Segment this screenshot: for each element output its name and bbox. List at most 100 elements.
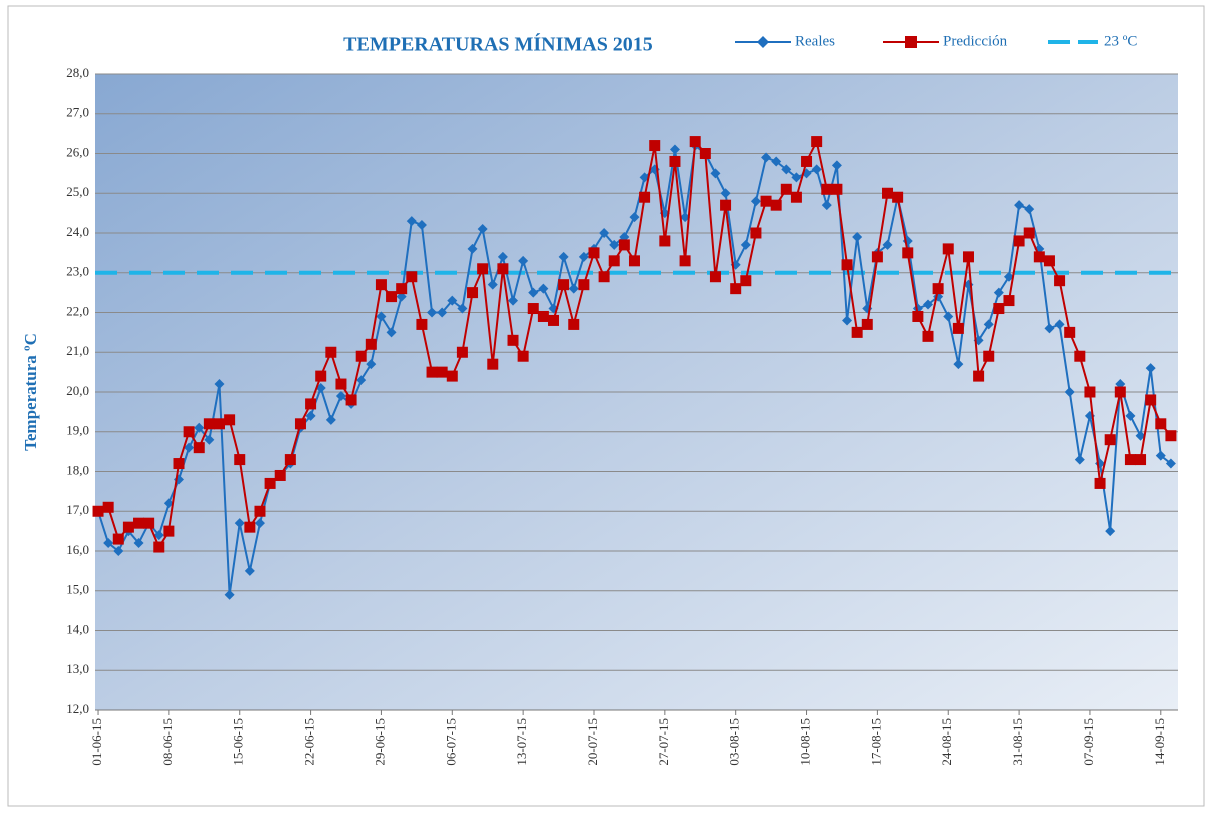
data-point xyxy=(214,379,225,390)
data-point xyxy=(821,200,832,211)
data-point xyxy=(780,183,792,195)
data-point xyxy=(528,287,539,298)
data-point xyxy=(518,255,529,266)
data-point xyxy=(750,227,762,239)
data-point xyxy=(153,541,165,553)
x-tick-label: 22-06-15 xyxy=(302,718,317,766)
data-point xyxy=(184,442,195,453)
data-point xyxy=(750,196,761,207)
data-point xyxy=(1145,363,1156,374)
y-tick-label: 26,0 xyxy=(66,144,89,159)
data-point xyxy=(386,327,397,338)
data-point xyxy=(861,318,873,330)
data-point xyxy=(932,283,944,295)
data-point xyxy=(871,251,883,263)
data-point xyxy=(618,239,630,251)
data-point xyxy=(193,442,205,454)
data-point xyxy=(588,247,600,259)
data-point xyxy=(1125,410,1136,421)
data-point xyxy=(852,231,863,242)
y-tick-label: 12,0 xyxy=(66,701,89,716)
data-point xyxy=(375,279,387,291)
data-point xyxy=(770,199,782,211)
y-tick-label: 17,0 xyxy=(66,502,89,517)
data-point xyxy=(203,418,215,430)
data-point xyxy=(416,220,427,231)
y-tick-label: 13,0 xyxy=(66,661,89,676)
data-point xyxy=(467,243,478,254)
data-point xyxy=(356,375,367,386)
data-point xyxy=(133,538,144,549)
data-point xyxy=(406,216,417,227)
data-point xyxy=(1024,204,1035,215)
x-tick-label: 07-09-15 xyxy=(1081,718,1096,766)
data-point xyxy=(1084,386,1096,398)
data-point xyxy=(821,183,833,195)
data-point xyxy=(376,311,387,322)
data-point xyxy=(608,255,620,267)
data-point xyxy=(1145,394,1157,406)
data-point xyxy=(163,525,175,537)
data-point xyxy=(487,279,498,290)
data-point xyxy=(1003,295,1015,307)
data-point xyxy=(922,299,933,310)
data-point xyxy=(284,454,296,466)
data-point xyxy=(558,251,569,262)
data-point xyxy=(305,410,316,421)
data-point xyxy=(720,188,731,199)
data-point xyxy=(386,291,398,303)
data-point xyxy=(983,319,994,330)
data-point xyxy=(842,315,853,326)
data-point xyxy=(173,458,185,470)
x-tick-label: 14-09-15 xyxy=(1152,718,1167,766)
data-point xyxy=(294,418,306,430)
data-point xyxy=(1013,235,1025,247)
legend-label: 23 ºC xyxy=(1104,33,1137,49)
data-point xyxy=(487,358,499,370)
data-point xyxy=(416,318,428,330)
data-point xyxy=(699,148,711,159)
data-point xyxy=(426,366,438,378)
data-point xyxy=(436,366,448,378)
data-point xyxy=(153,530,164,541)
data-point xyxy=(659,235,671,247)
data-point xyxy=(103,538,114,549)
data-point xyxy=(710,168,721,179)
data-point xyxy=(801,155,813,167)
data-point xyxy=(953,359,964,370)
data-point xyxy=(922,330,934,342)
y-tick-label: 18,0 xyxy=(66,462,89,477)
data-point xyxy=(740,239,751,250)
data-point xyxy=(113,546,124,556)
data-point xyxy=(112,533,124,545)
data-point xyxy=(649,140,661,152)
y-tick-label: 21,0 xyxy=(66,343,89,358)
x-tick-label: 01-06-15 xyxy=(89,718,104,766)
data-point xyxy=(902,247,914,259)
data-point xyxy=(477,263,489,275)
data-point xyxy=(183,426,195,438)
data-point xyxy=(204,434,215,445)
data-point xyxy=(993,287,1004,298)
data-point xyxy=(609,239,620,250)
y-tick-label: 16,0 xyxy=(66,542,89,557)
y-tick-label: 23,0 xyxy=(66,264,89,279)
legend-label: Reales xyxy=(795,33,835,49)
data-point xyxy=(274,469,286,481)
data-point xyxy=(92,505,104,517)
y-tick-label: 27,0 xyxy=(66,105,89,120)
data-point xyxy=(740,275,752,287)
data-point xyxy=(882,187,894,199)
data-point xyxy=(457,303,468,314)
data-point xyxy=(213,418,225,430)
data-point xyxy=(1155,450,1166,461)
data-point xyxy=(143,517,155,529)
data-point xyxy=(194,422,205,433)
data-point xyxy=(831,183,843,195)
y-tick-label: 22,0 xyxy=(66,303,89,318)
data-point xyxy=(1074,454,1085,465)
y-tick-label: 19,0 xyxy=(66,423,89,438)
data-point xyxy=(477,224,488,235)
data-point xyxy=(1064,387,1075,397)
